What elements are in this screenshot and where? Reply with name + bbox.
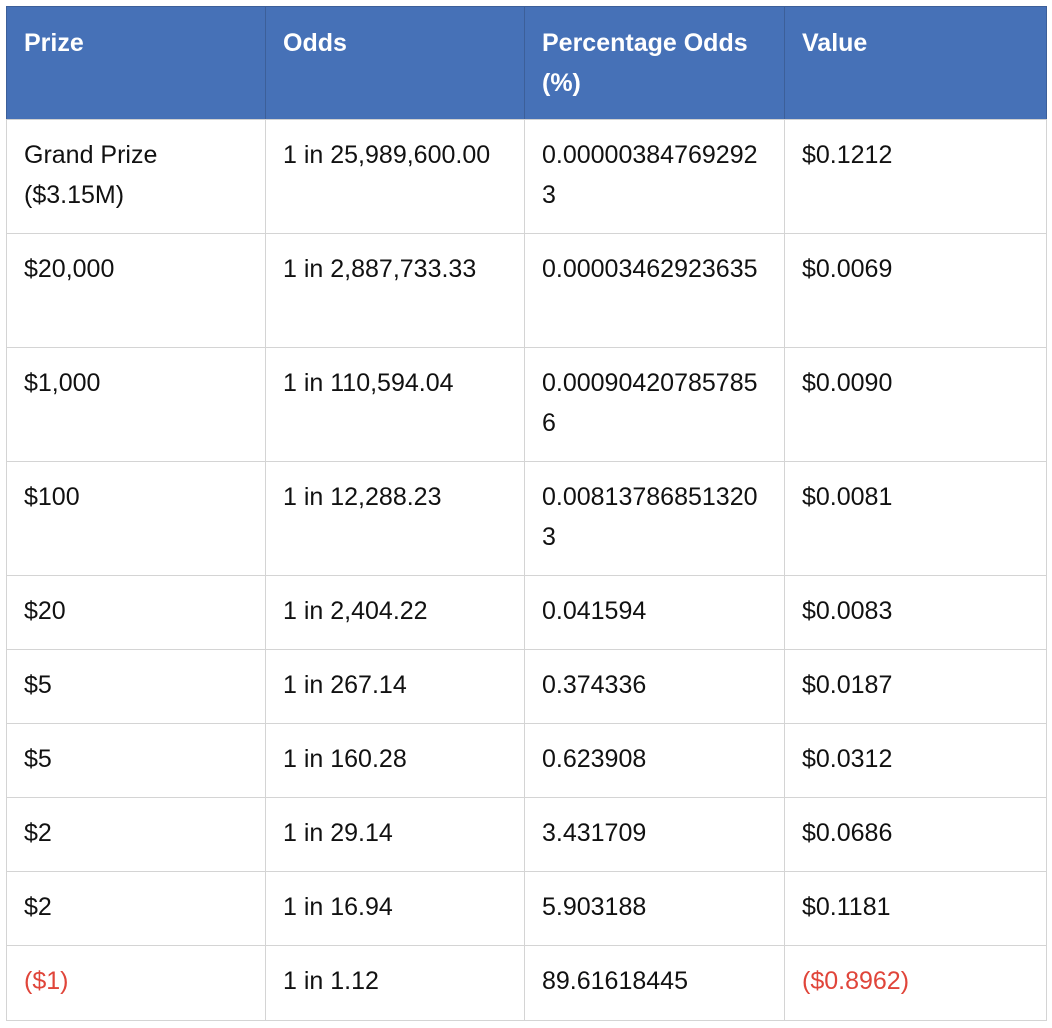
cell-prize: $2 xyxy=(6,871,266,946)
cell-percentage: 0.374336 xyxy=(524,649,785,724)
header-row: Prize Odds Percentage Odds (%) Value xyxy=(6,6,1047,120)
prize-odds-table-container: Prize Odds Percentage Odds (%) Value Gra… xyxy=(6,6,1047,1021)
cell-odds: 1 in 110,594.04 xyxy=(265,347,525,462)
cell-prize: $20,000 xyxy=(6,233,266,348)
table-header: Prize Odds Percentage Odds (%) Value xyxy=(6,6,1047,120)
cell-percentage: 0.00003462923635 xyxy=(524,233,785,348)
cell-odds: 1 in 25,989,600.00 xyxy=(265,119,525,234)
cell-value: $0.1181 xyxy=(784,871,1047,946)
table-row: Grand Prize ($3.15M) 1 in 25,989,600.00 … xyxy=(6,119,1047,234)
cell-percentage: 5.903188 xyxy=(524,871,785,946)
cell-value: $0.0081 xyxy=(784,461,1047,576)
cell-value: $0.0686 xyxy=(784,797,1047,872)
cell-value: $0.0312 xyxy=(784,723,1047,798)
table-row: $5 1 in 160.28 0.623908 $0.0312 xyxy=(6,723,1047,798)
header-percentage-odds-label: Percentage Odds (%) xyxy=(542,29,748,97)
table-row: ($1) 1 in 1.12 89.61618445 ($0.8962) xyxy=(6,945,1047,1021)
header-percentage-odds: Percentage Odds (%) xyxy=(524,6,785,120)
cell-odds: 1 in 267.14 xyxy=(265,649,525,724)
cell-percentage: 0.041594 xyxy=(524,575,785,650)
cell-odds: 1 in 16.94 xyxy=(265,871,525,946)
cell-prize: $20 xyxy=(6,575,266,650)
cell-prize: $5 xyxy=(6,649,266,724)
table-row: $2 1 in 29.14 3.431709 $0.0686 xyxy=(6,797,1047,872)
cell-percentage: 0.008137868513203 xyxy=(524,461,785,576)
header-prize: Prize xyxy=(6,6,266,120)
table-row: $20,000 1 in 2,887,733.33 0.000034629236… xyxy=(6,233,1047,348)
table-row: $5 1 in 267.14 0.374336 $0.0187 xyxy=(6,649,1047,724)
prize-odds-table: Prize Odds Percentage Odds (%) Value Gra… xyxy=(6,6,1047,1021)
cell-prize: $1,000 xyxy=(6,347,266,462)
cell-odds: 1 in 12,288.23 xyxy=(265,461,525,576)
table-row: $2 1 in 16.94 5.903188 $0.1181 xyxy=(6,871,1047,946)
cell-odds: 1 in 29.14 xyxy=(265,797,525,872)
cell-prize: $2 xyxy=(6,797,266,872)
cell-percentage: 0.000904207857856 xyxy=(524,347,785,462)
cell-value-negative: ($0.8962) xyxy=(784,945,1047,1021)
cell-odds: 1 in 2,887,733.33 xyxy=(265,233,525,348)
cell-prize-negative: ($1) xyxy=(6,945,266,1021)
cell-prize: $100 xyxy=(6,461,266,576)
cell-percentage: 3.431709 xyxy=(524,797,785,872)
cell-prize: Grand Prize ($3.15M) xyxy=(6,119,266,234)
header-odds: Odds xyxy=(265,6,525,120)
cell-odds: 1 in 160.28 xyxy=(265,723,525,798)
cell-prize: $5 xyxy=(6,723,266,798)
cell-value: $0.0069 xyxy=(784,233,1047,348)
table-row: $1,000 1 in 110,594.04 0.000904207857856… xyxy=(6,347,1047,462)
cell-value: $0.0187 xyxy=(784,649,1047,724)
cell-odds: 1 in 2,404.22 xyxy=(265,575,525,650)
cell-odds: 1 in 1.12 xyxy=(265,945,525,1021)
cell-percentage: 0.000003847692923 xyxy=(524,119,785,234)
table-body: Grand Prize ($3.15M) 1 in 25,989,600.00 … xyxy=(6,119,1047,1021)
header-value: Value xyxy=(784,6,1047,120)
cell-value: $0.0090 xyxy=(784,347,1047,462)
cell-value: $0.0083 xyxy=(784,575,1047,650)
cell-percentage: 89.61618445 xyxy=(524,945,785,1021)
table-row: $20 1 in 2,404.22 0.041594 $0.0083 xyxy=(6,575,1047,650)
cell-percentage: 0.623908 xyxy=(524,723,785,798)
cell-value: $0.1212 xyxy=(784,119,1047,234)
table-row: $100 1 in 12,288.23 0.008137868513203 $0… xyxy=(6,461,1047,576)
